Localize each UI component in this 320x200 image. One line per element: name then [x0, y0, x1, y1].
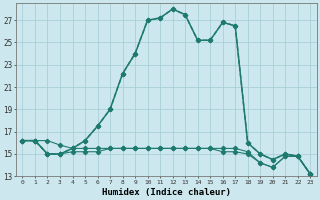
- X-axis label: Humidex (Indice chaleur): Humidex (Indice chaleur): [102, 188, 231, 197]
